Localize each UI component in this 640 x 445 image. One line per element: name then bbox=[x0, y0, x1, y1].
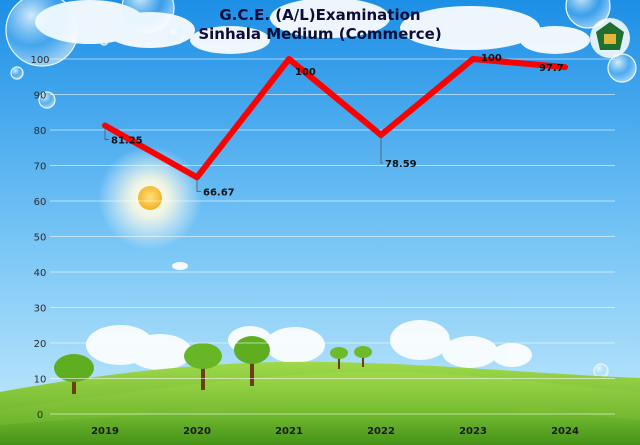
sun-decoration bbox=[98, 146, 202, 250]
y-tick-label: 80 bbox=[34, 126, 47, 137]
chart-title-line2: Sinhala Medium (Commerce) bbox=[198, 25, 442, 43]
data-label: 78.59 bbox=[385, 159, 417, 170]
data-label-leader bbox=[196, 177, 201, 192]
data-label: 66.67 bbox=[203, 187, 235, 198]
y-tick-label: 90 bbox=[34, 91, 47, 102]
x-axis: 2019 2020 2021 2022 2023 2024 bbox=[91, 426, 579, 437]
data-point bbox=[472, 58, 474, 60]
data-label-leader bbox=[104, 125, 109, 140]
data-label: 100 bbox=[295, 67, 316, 78]
y-axis: 0 10 20 30 40 50 60 70 80 90 100 bbox=[30, 55, 49, 421]
data-point bbox=[564, 66, 566, 69]
y-tick-label: 30 bbox=[34, 304, 47, 315]
data-labels: 81.25 66.67 100 78.59 100 97.7 bbox=[104, 53, 564, 198]
x-tick-label: 2019 bbox=[91, 426, 119, 437]
x-tick-label: 2021 bbox=[275, 426, 303, 437]
chart-title-line1: G.C.E. (A/L)Examination bbox=[219, 6, 421, 24]
emblem-logo bbox=[590, 18, 630, 58]
y-tick-label: 60 bbox=[34, 197, 47, 208]
x-tick-label: 2023 bbox=[459, 426, 487, 437]
x-tick-label: 2022 bbox=[367, 426, 395, 437]
grid-lines bbox=[50, 58, 615, 415]
y-tick-label: 100 bbox=[30, 55, 49, 66]
series-line bbox=[102, 56, 568, 181]
hills bbox=[0, 361, 640, 445]
x-tick-label: 2024 bbox=[551, 426, 579, 437]
y-tick-label: 40 bbox=[34, 268, 47, 279]
data-point bbox=[288, 58, 290, 60]
y-tick-label: 20 bbox=[34, 339, 47, 350]
data-label-leader bbox=[380, 135, 383, 164]
y-tick-label: 0 bbox=[37, 410, 43, 421]
data-label: 100 bbox=[481, 53, 502, 64]
x-tick-label: 2020 bbox=[183, 426, 211, 437]
y-tick-label: 50 bbox=[34, 233, 47, 244]
y-tick-label: 70 bbox=[34, 162, 47, 173]
data-label: 81.25 bbox=[111, 136, 143, 147]
y-tick-label: 10 bbox=[34, 375, 47, 386]
data-label: 97.7 bbox=[539, 63, 564, 74]
